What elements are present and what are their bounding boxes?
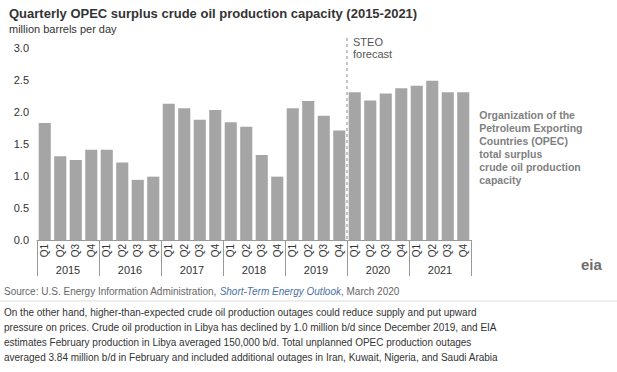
svg-text:Q2: Q2	[365, 244, 376, 258]
svg-text:2019: 2019	[304, 264, 328, 276]
svg-text:Short-Term Energy Outlook: Short-Term Energy Outlook	[220, 286, 342, 297]
svg-text:1.5: 1.5	[14, 138, 29, 150]
svg-text:crude oil production: crude oil production	[479, 161, 581, 173]
svg-text:Q3: Q3	[380, 244, 391, 258]
svg-text:Q2: Q2	[303, 244, 314, 258]
svg-text:Q1: Q1	[39, 244, 50, 258]
svg-text:Petroleum Exporting: Petroleum Exporting	[479, 122, 582, 134]
svg-text:3.0: 3.0	[14, 42, 29, 54]
svg-text:Q4: Q4	[458, 244, 469, 258]
svg-text:total surplus: total surplus	[479, 148, 542, 160]
svg-text:On the other hand, higher-than: On the other hand, higher-than-expected …	[4, 307, 477, 318]
svg-text:Q2: Q2	[117, 244, 128, 258]
svg-text:Q4: Q4	[334, 244, 345, 258]
svg-text:Countries (OPEC): Countries (OPEC)	[479, 135, 568, 147]
svg-text:Q4: Q4	[86, 244, 97, 258]
svg-text:2020: 2020	[366, 264, 390, 276]
svg-text:2021: 2021	[428, 264, 452, 276]
svg-text:Q1: Q1	[101, 244, 112, 258]
svg-text:2015: 2015	[56, 264, 80, 276]
svg-text:Q3: Q3	[194, 244, 205, 258]
svg-text:Q3: Q3	[256, 244, 267, 258]
svg-text:0.5: 0.5	[14, 202, 29, 214]
svg-text:2018: 2018	[242, 264, 266, 276]
svg-text:capacity: capacity	[479, 174, 521, 186]
svg-text:million barrels per day: million barrels per day	[9, 23, 117, 35]
svg-text:Q3: Q3	[442, 244, 453, 258]
svg-text:Q3: Q3	[132, 244, 143, 258]
svg-text:Q3: Q3	[318, 244, 329, 258]
svg-text:1.0: 1.0	[14, 170, 29, 182]
svg-text:, March 2020: , March 2020	[341, 286, 400, 297]
svg-text:Q2: Q2	[179, 244, 190, 258]
svg-text:2.5: 2.5	[14, 74, 29, 86]
svg-text:Q1: Q1	[349, 244, 360, 258]
svg-text:2017: 2017	[180, 264, 204, 276]
svg-text:0.0: 0.0	[14, 234, 29, 246]
svg-text:forecast: forecast	[353, 48, 392, 60]
svg-text:Q4: Q4	[272, 244, 283, 258]
svg-text:2016: 2016	[118, 264, 142, 276]
svg-text:Organization of the: Organization of the	[479, 109, 575, 121]
svg-text:Q1: Q1	[287, 244, 298, 258]
svg-text:estimates February production: estimates February production in Libya a…	[4, 337, 471, 348]
svg-text:Quarterly OPEC surplus crude o: Quarterly OPEC surplus crude oil product…	[9, 6, 417, 21]
svg-text:Q4: Q4	[210, 244, 221, 258]
svg-text:averaged 3.84 million b/d in F: averaged 3.84 million b/d in February an…	[4, 352, 498, 363]
svg-text:Q4: Q4	[396, 244, 407, 258]
svg-text:Q2: Q2	[241, 244, 252, 258]
svg-text:2.0: 2.0	[14, 106, 29, 118]
svg-text:Q4: Q4	[148, 244, 159, 258]
svg-text:Q1: Q1	[411, 244, 422, 258]
svg-text:Q3: Q3	[70, 244, 81, 258]
svg-text:eia: eia	[581, 256, 603, 273]
svg-text:STEO: STEO	[353, 36, 383, 48]
svg-text:Q1: Q1	[225, 244, 236, 258]
svg-text:Q2: Q2	[55, 244, 66, 258]
svg-text:pressure on prices. Crude oil: pressure on prices. Crude oil production…	[4, 322, 497, 333]
svg-text:Q1: Q1	[163, 244, 174, 258]
svg-text:Q2: Q2	[427, 244, 438, 258]
svg-text:Source: U.S. Energy Informatio: Source: U.S. Energy Information Administ…	[4, 286, 219, 297]
